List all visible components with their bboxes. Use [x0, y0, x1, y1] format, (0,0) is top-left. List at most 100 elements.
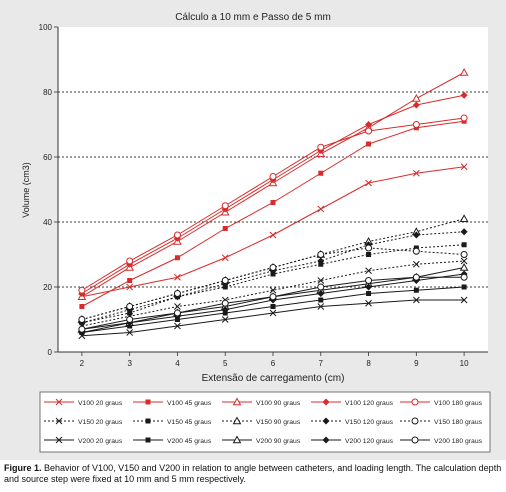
data-point — [460, 228, 468, 236]
data-point — [174, 303, 181, 310]
data-point — [366, 291, 372, 296]
chart-panel: Cálculo a 10 mm e Passo de 5 mm 0 20 40 60 8… — [0, 0, 506, 460]
data-point — [460, 114, 468, 122]
data-point — [221, 277, 229, 284]
data-point — [174, 273, 181, 281]
series-line — [81, 218, 465, 320]
data-point — [221, 316, 229, 323]
data-point — [222, 226, 228, 231]
data-point — [365, 283, 373, 291]
data-point — [317, 143, 325, 151]
legend-item: V100 90 graus — [222, 397, 301, 407]
y-tick-label: 60 — [43, 153, 52, 162]
data-point — [461, 284, 467, 290]
x-tick-label: 6 — [271, 359, 276, 368]
data-point — [365, 277, 373, 284]
data-point — [460, 251, 468, 258]
data-point — [317, 251, 325, 258]
line-chart: Cálculo a 10 mm e Passo de 5 mm 0 20 40 60 8… — [21, 12, 491, 453]
legend-label: V100 180 graus — [434, 400, 483, 407]
caption-text: Behavior of V100, V150 and V200 in relat… — [4, 463, 502, 484]
data-point — [126, 316, 134, 323]
legend-label: V200 120 graus — [345, 438, 394, 445]
data-point — [460, 296, 468, 304]
legend-swatch-marker — [55, 398, 63, 406]
data-point — [412, 101, 420, 109]
y-axis-label: Volume (cm3) — [21, 162, 31, 218]
legend-label: V150 45 graus — [167, 419, 212, 426]
data-point — [412, 273, 420, 281]
data-point — [126, 329, 134, 336]
data-point — [461, 242, 467, 248]
data-point — [270, 304, 276, 309]
legend-label: V150 180 graus — [434, 419, 483, 426]
data-point — [366, 252, 372, 257]
y-tick-label: 100 — [39, 23, 53, 32]
data-point — [412, 169, 420, 177]
legend-swatch-marker — [145, 418, 151, 424]
legend-label: V150 120 graus — [345, 419, 394, 426]
x-tick-label: 9 — [414, 359, 419, 368]
data-point — [460, 273, 468, 281]
legend-label: V150 90 graus — [256, 419, 301, 426]
data-point — [174, 255, 180, 261]
caption-label: Figure 1. — [4, 463, 42, 473]
legend-item: V200 90 graus — [222, 435, 301, 445]
data-point — [317, 290, 325, 297]
data-point — [318, 297, 324, 303]
x-tick-label: 10 — [460, 359, 469, 368]
data-point — [365, 267, 372, 275]
legend-label: V200 90 graus — [256, 438, 301, 445]
legend-item: V200 20 graus — [44, 436, 123, 445]
legend-swatch-marker — [232, 416, 242, 425]
legend-item: V200 45 graus — [133, 437, 212, 445]
data-point — [173, 231, 181, 239]
data-point — [412, 247, 420, 255]
data-point — [412, 296, 420, 304]
data-point — [365, 127, 373, 135]
data-point — [365, 179, 372, 187]
legend-label: V200 45 graus — [167, 438, 212, 445]
data-point — [78, 286, 86, 294]
data-point — [79, 304, 85, 309]
legend-swatch-marker — [145, 399, 151, 405]
data-point — [127, 278, 133, 283]
data-point — [269, 293, 277, 301]
data-point — [221, 202, 229, 210]
legend-swatch-marker — [322, 398, 330, 406]
data-point — [459, 67, 469, 76]
data-point — [173, 290, 181, 297]
y-tick-label: 0 — [48, 348, 53, 357]
legend-item: V200 180 graus — [400, 436, 483, 445]
data-point — [78, 316, 86, 323]
data-point — [411, 93, 421, 102]
series-line — [81, 231, 465, 324]
data-point — [460, 163, 468, 171]
data-point — [269, 309, 277, 317]
legend-swatch-marker — [411, 436, 419, 444]
series-v200-180-graus — [78, 273, 468, 333]
series-v100-180-graus — [78, 114, 468, 294]
x-axis-label: Extensão de carregamento (cm) — [202, 373, 345, 384]
data-point — [317, 205, 325, 213]
legend-item: V150 120 graus — [311, 417, 394, 426]
legend-label: V200 20 graus — [78, 438, 123, 445]
data-point — [269, 231, 277, 239]
legend-swatch-marker — [145, 437, 151, 443]
data-point — [317, 257, 325, 265]
data-point — [317, 303, 325, 310]
axes: 0 20 40 60 80 100 2 3 4 5 6 7 8 9 10 — [39, 23, 488, 368]
legend-swatch-marker — [322, 436, 330, 444]
series-v200-20-graus — [78, 296, 468, 340]
data-point — [317, 283, 325, 291]
y-tick-label: 80 — [43, 88, 52, 97]
x-tick-label: 8 — [366, 359, 371, 368]
legend-label: V100 45 graus — [167, 400, 212, 407]
data-point — [366, 141, 372, 147]
legend-swatch-marker — [55, 436, 63, 444]
legend-swatch-marker — [411, 417, 419, 425]
data-point — [173, 309, 181, 317]
legend-item: V150 90 graus — [222, 416, 301, 426]
legend-label: V100 120 graus — [345, 400, 394, 407]
